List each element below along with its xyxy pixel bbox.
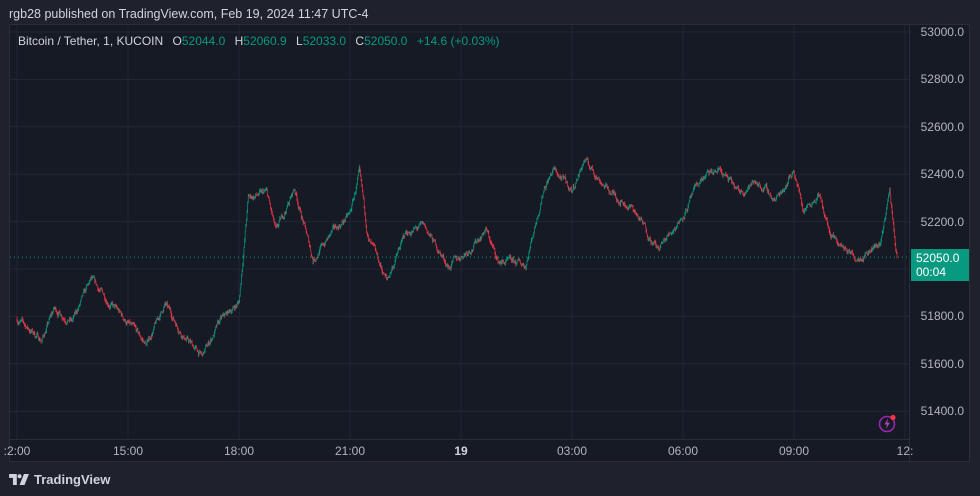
time-tick-label: 19 [454,444,468,458]
high-label: H [234,34,244,48]
price-tick-label: 52600.0 [920,119,964,134]
low-label: L [296,34,303,48]
candlestick-series [10,25,909,439]
close-label: C [355,34,365,48]
brand-name: TradingView [34,472,111,487]
open-value: 52044.0 [181,34,226,48]
symbol-name: Bitcoin / Tether, 1, KUCOIN [18,34,164,48]
change-value: +14.6 (+0.03%) [416,34,500,48]
time-tick-label: 15:00 [112,444,144,458]
time-tick-label: 18:00 [223,444,255,458]
last-price-tag: 52050.0 00:04 [911,249,969,282]
time-axis[interactable]: :2:00 15:00 18:00 21:00 19 03:00 06:00 09:00 12: [4,439,913,462]
published-info: rgb28 published on TradingView.com, Feb … [9,7,369,21]
high-value: 52060.9 [243,34,287,48]
lightning-bolt-icon[interactable] [878,413,898,433]
time-tick-label: 21:00 [334,444,366,458]
low-value: 52033.0 [302,34,347,48]
last-price-value: 52050.0 [916,251,960,266]
footer-brand: TradingView [9,472,110,487]
price-tick-label: 52400.0 [920,167,964,182]
plot-area[interactable] [10,25,909,439]
price-tick-label: 52200.0 [920,214,964,229]
chart-pane[interactable]: Bitcoin / Tether, 1, KUCOIN O52044.0 H52… [4,24,970,462]
price-axis[interactable]: 52050.0 00:04 53000.0 52800.0 52600.0 52400… [909,25,970,461]
time-tick-label: 12: [896,444,914,458]
tradingview-logo-icon [9,474,29,485]
price-tick-label: 53000.0 [920,25,964,39]
price-tick-label: 51800.0 [920,309,964,324]
time-tick-label: 06:00 [667,444,699,458]
price-tick-label: 52800.0 [920,72,964,87]
time-tick-label: 09:00 [778,444,810,458]
symbol-legend: Bitcoin / Tether, 1, KUCOIN O52044.0 H52… [18,34,500,48]
time-tick-label: 03:00 [556,444,588,458]
close-value: 52050.0 [364,34,408,48]
price-tick-label: 51400.0 [920,404,964,419]
time-tick-label: :2:00 [3,444,31,458]
price-tick-label: 51600.0 [920,356,964,371]
bar-countdown: 00:04 [916,265,947,280]
open-label: O [172,34,182,48]
